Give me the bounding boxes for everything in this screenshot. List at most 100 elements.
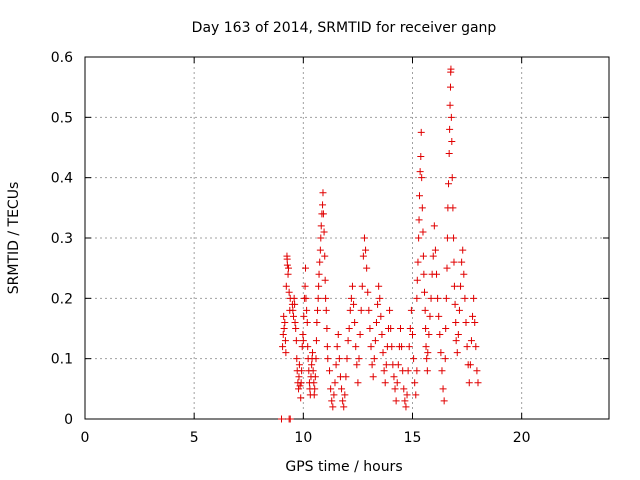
data-point bbox=[467, 337, 475, 345]
data-point bbox=[451, 300, 459, 308]
data-point bbox=[425, 331, 433, 339]
x-tick-label: 0 bbox=[81, 430, 90, 446]
data-point bbox=[326, 367, 334, 375]
data-point bbox=[372, 318, 380, 326]
x-tick-label: 20 bbox=[513, 430, 531, 446]
data-point bbox=[443, 234, 451, 242]
data-point bbox=[437, 349, 445, 357]
data-point bbox=[470, 294, 478, 302]
data-point bbox=[353, 361, 361, 369]
data-point bbox=[303, 318, 311, 326]
data-point bbox=[370, 355, 378, 363]
data-point bbox=[314, 294, 322, 302]
data-point bbox=[280, 325, 288, 332]
data-point bbox=[339, 397, 347, 405]
data-point bbox=[388, 343, 396, 351]
data-point bbox=[299, 331, 307, 339]
data-point bbox=[320, 228, 328, 236]
data-point bbox=[417, 128, 425, 136]
data-point bbox=[427, 294, 435, 302]
chart-title: Day 163 of 2014, SRMTID for receiver gan… bbox=[192, 20, 497, 36]
data-point bbox=[342, 373, 350, 381]
data-point bbox=[415, 234, 423, 242]
data-point bbox=[364, 288, 372, 296]
data-point bbox=[458, 258, 466, 266]
y-tick-label: 0.2 bbox=[51, 291, 73, 307]
x-tick-labels: 0 5 10 15 20 bbox=[81, 430, 531, 446]
data-point bbox=[461, 294, 469, 302]
data-point bbox=[304, 343, 312, 351]
data-point bbox=[327, 385, 335, 393]
y-tick-labels: 0 0.1 0.2 0.3 0.4 0.5 0.6 bbox=[51, 50, 73, 428]
data-point bbox=[411, 379, 419, 387]
data-point bbox=[295, 361, 303, 369]
data-point bbox=[319, 201, 327, 209]
data-point bbox=[436, 331, 444, 339]
data-point bbox=[283, 255, 291, 263]
data-point bbox=[279, 343, 287, 351]
data-point bbox=[423, 367, 431, 375]
data-point bbox=[321, 276, 329, 284]
data-point bbox=[398, 343, 406, 351]
data-point bbox=[423, 355, 431, 363]
data-point bbox=[312, 355, 320, 363]
data-point bbox=[452, 337, 460, 345]
data-point bbox=[291, 300, 299, 308]
data-point bbox=[365, 306, 373, 314]
data-point bbox=[382, 361, 390, 369]
data-point bbox=[341, 391, 349, 399]
data-point bbox=[454, 331, 462, 339]
data-point bbox=[414, 258, 422, 266]
data-point bbox=[314, 306, 322, 314]
data-point bbox=[297, 379, 305, 387]
data-point bbox=[440, 397, 448, 405]
data-point bbox=[417, 153, 425, 161]
data-point bbox=[463, 343, 471, 351]
data-point bbox=[378, 331, 386, 339]
data-point bbox=[309, 367, 317, 375]
data-point bbox=[402, 403, 410, 411]
data-point bbox=[371, 337, 379, 345]
data-point bbox=[292, 325, 300, 332]
data-point bbox=[340, 403, 348, 411]
data-point bbox=[413, 294, 421, 302]
data-point bbox=[415, 192, 423, 200]
data-point bbox=[324, 355, 332, 363]
data-point bbox=[285, 288, 293, 296]
data-point bbox=[453, 349, 461, 357]
data-point bbox=[469, 312, 477, 320]
data-point bbox=[310, 379, 318, 387]
data-point bbox=[446, 125, 454, 133]
data-point bbox=[409, 331, 416, 339]
data-point bbox=[317, 234, 325, 242]
data-point bbox=[450, 258, 458, 266]
data-point bbox=[366, 325, 374, 332]
data-point bbox=[374, 300, 382, 308]
data-point bbox=[375, 282, 383, 290]
data-point bbox=[334, 331, 342, 339]
data-point bbox=[322, 294, 330, 302]
data-point bbox=[405, 343, 413, 351]
data-point bbox=[407, 306, 415, 314]
data-point bbox=[442, 294, 450, 302]
data-point bbox=[455, 306, 463, 314]
data-point bbox=[360, 234, 368, 242]
data-point bbox=[424, 349, 432, 357]
data-point bbox=[351, 318, 359, 326]
data-point bbox=[441, 355, 449, 363]
data-point bbox=[446, 101, 454, 109]
grid-lines bbox=[85, 57, 609, 419]
data-point bbox=[332, 361, 340, 369]
data-point bbox=[412, 391, 420, 399]
data-point bbox=[422, 325, 430, 332]
y-axis-label: SRMTID / TECUs bbox=[6, 182, 22, 295]
data-point bbox=[459, 246, 467, 254]
data-point bbox=[418, 204, 426, 212]
x-axis-label: GPS time / hours bbox=[285, 459, 402, 475]
data-point bbox=[447, 65, 455, 73]
data-point bbox=[445, 180, 453, 188]
y-tick-label: 0.3 bbox=[51, 231, 73, 247]
data-point bbox=[279, 331, 287, 339]
data-point bbox=[291, 318, 299, 326]
data-point bbox=[357, 306, 365, 314]
